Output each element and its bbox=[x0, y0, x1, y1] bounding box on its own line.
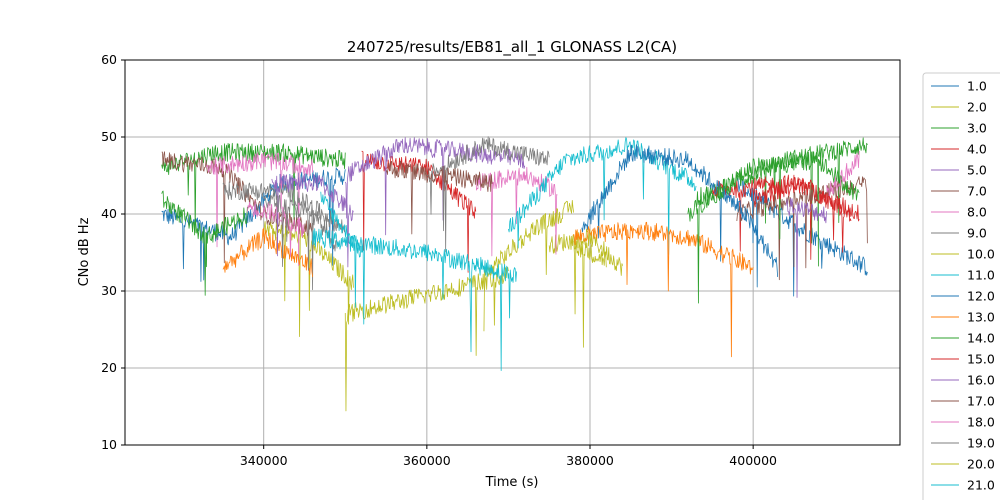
series-line bbox=[344, 137, 526, 236]
legend-label: 3.0 bbox=[967, 121, 987, 136]
legend-label: 7.0 bbox=[967, 184, 987, 199]
series-line bbox=[508, 137, 697, 256]
series-line bbox=[361, 150, 477, 273]
legend-label: 16.0 bbox=[967, 373, 995, 388]
series-line bbox=[785, 197, 827, 298]
legend-label: 10.0 bbox=[967, 247, 995, 262]
series-line bbox=[752, 176, 852, 253]
series-line bbox=[161, 142, 346, 234]
series-line bbox=[426, 136, 550, 253]
series-line bbox=[222, 227, 314, 278]
series-line bbox=[206, 152, 314, 266]
legend-label: 15.0 bbox=[967, 352, 995, 367]
series-line bbox=[246, 200, 305, 258]
series-line bbox=[344, 266, 509, 412]
legend-label: 13.0 bbox=[967, 310, 995, 325]
series-line bbox=[385, 160, 493, 235]
legend-label: 12.0 bbox=[967, 289, 995, 304]
series-line bbox=[548, 228, 624, 276]
y-tick-label: 20 bbox=[101, 360, 117, 375]
y-tick-label: 60 bbox=[101, 52, 117, 67]
legend-label: 8.0 bbox=[967, 205, 987, 220]
legend-label: 9.0 bbox=[967, 226, 987, 241]
legend-label: 1.0 bbox=[967, 79, 987, 94]
legend-label: 19.0 bbox=[967, 436, 995, 451]
legend-label: 21.0 bbox=[967, 478, 995, 493]
legend-label: 18.0 bbox=[967, 415, 995, 430]
plot-frame bbox=[124, 59, 901, 446]
y-tick-label: 40 bbox=[101, 206, 117, 221]
series-line bbox=[581, 144, 779, 277]
x-tick-label: 380000 bbox=[566, 453, 614, 468]
y-tick-label: 30 bbox=[101, 283, 117, 298]
legend: 1.0 2.0 3.0 4.0 5.0 7.0 8.0 9.0 10.0 11.0 12.0 13.0… bbox=[922, 72, 1000, 500]
legend-frame bbox=[922, 72, 1000, 500]
y-tick-label: 10 bbox=[101, 437, 117, 452]
legend-label: 5.0 bbox=[967, 163, 987, 178]
series-line bbox=[483, 199, 575, 332]
series-layer bbox=[161, 136, 868, 412]
legend-label: 4.0 bbox=[967, 142, 987, 157]
series-line bbox=[161, 190, 248, 296]
x-axis-label: Time (s) bbox=[485, 475, 539, 490]
chart-title: 240725/results/EB81_all_1 GLONASS L2(CA) bbox=[347, 38, 677, 57]
legend-label: 20.0 bbox=[967, 457, 995, 472]
legend-label: 17.0 bbox=[967, 394, 995, 409]
series-line bbox=[687, 151, 860, 304]
legend-label: 2.0 bbox=[967, 100, 987, 115]
series-line bbox=[312, 228, 517, 372]
axis-ticks: 340000 360000 380000 400000 10 20 30 40 50 60 bbox=[101, 52, 777, 468]
series-line bbox=[573, 240, 607, 348]
y-tick-label: 50 bbox=[101, 129, 117, 144]
series-line bbox=[826, 150, 860, 197]
x-tick-label: 400000 bbox=[729, 453, 777, 468]
series-line bbox=[263, 192, 338, 271]
series-line bbox=[271, 173, 354, 268]
x-tick-label: 340000 bbox=[240, 453, 288, 468]
series-line bbox=[736, 176, 868, 297]
x-tick-label: 360000 bbox=[403, 453, 451, 468]
legend-label: 11.0 bbox=[967, 268, 995, 283]
series-line bbox=[573, 221, 754, 358]
legend-label: 14.0 bbox=[967, 331, 995, 346]
y-axis-label: CNo dB Hz bbox=[77, 217, 92, 286]
